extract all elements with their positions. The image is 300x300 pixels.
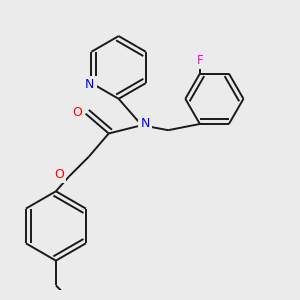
Text: N: N (85, 78, 94, 91)
Text: F: F (196, 54, 203, 67)
Text: N: N (140, 117, 150, 130)
Text: O: O (72, 106, 82, 118)
Text: O: O (54, 168, 64, 181)
